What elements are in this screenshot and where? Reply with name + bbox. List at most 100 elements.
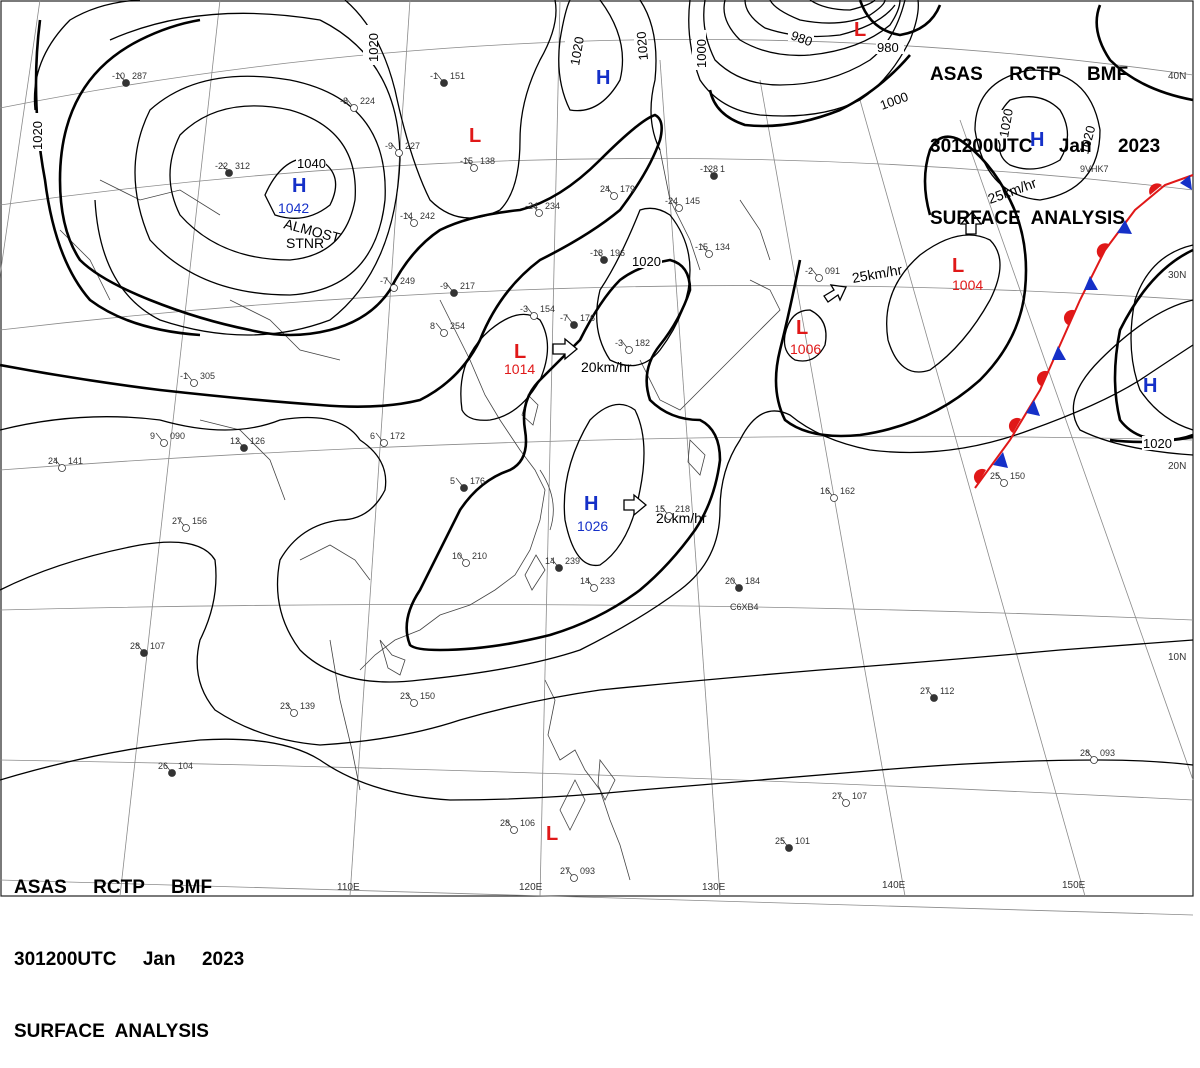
station-temperature: -14 [400,211,413,221]
station-circle-icon [58,464,66,472]
longitude-label: 120E [519,882,543,893]
header-line-3: SURFACE ANALYSIS [930,208,1125,229]
station-circle-icon [930,694,938,702]
station-temperature: 6 [370,431,375,441]
station-pressure: 176 [580,313,595,323]
graticule [0,0,1194,916]
latitude-label: 30N [1168,270,1186,281]
station-temperature: -9 [385,141,393,151]
station-circle-icon [240,444,248,452]
low-center-symbol: L [952,255,964,277]
isobar-label: 1000 [694,39,709,68]
station-plot: -18 196 [590,248,625,264]
station-circle-icon [410,219,418,227]
station-pressure: 210 [472,551,487,561]
station-circle-icon [535,209,543,217]
station-plot: 27 107 [832,791,867,807]
station-pressure: 233 [600,576,615,586]
high-center-symbol: H [584,493,598,515]
station-circle-icon [665,512,673,520]
motion-label: 20km/hr [581,359,632,375]
station-plot: 16 162 [820,486,855,502]
station-plot: -24 145 [665,196,700,212]
station-circle-icon [182,524,190,532]
station-circle-icon [1000,479,1008,487]
station-plot: 28 106 [500,818,535,834]
station-circle-icon [470,164,478,172]
latitude-label: 20N [1168,461,1186,472]
station-pressure: 249 [400,276,415,286]
station-circle-icon [440,329,448,337]
coastlines [59,149,781,881]
station-plot: 26 104 [158,761,193,777]
station-pressure: 112 [940,686,954,696]
station-temperature: -7 [380,276,388,286]
station-circle-icon [815,274,823,282]
station-pressure: 179 [620,184,635,194]
low-center-symbol: L [514,341,526,363]
ship-id: C6XB4 [730,602,759,612]
station-circle-icon [225,169,233,177]
low-center-value: 1006 [790,341,821,357]
station-temperature: 27 [832,791,842,801]
station-plot: -9 217 [440,281,475,297]
station-plot: 12 126 [230,436,265,452]
station-circle-icon [675,204,683,212]
station-temperature: 28 [1080,748,1090,758]
station-circle-icon [590,584,598,592]
station-circle-icon [842,799,850,807]
station-plot: -7 249 [380,276,415,292]
station-plot: 14 233 [580,576,615,592]
station-circle-icon [830,494,838,502]
station-plot: 27 156 [172,516,207,532]
pressure-centers: H 1042 H H H 1026 H L L L 1014 L 1006 L … [278,19,1157,845]
isobar-label: 1020 [1076,124,1098,156]
isobar-label: 1040 [297,156,326,171]
station-temperature: 14 [580,576,590,586]
station-temperature: 28 [130,641,140,651]
longitude-label: 140E [882,880,906,891]
station-temperature: -3 [520,304,528,314]
station-plot: -3 182 [615,338,650,354]
low-center-value: 1014 [504,361,535,377]
station-circle-icon [555,564,563,572]
station-temperature: 23 [280,701,290,711]
station-circle-icon [610,192,618,200]
isobar-label: 980 [877,40,899,55]
station-circle-icon [462,559,470,567]
station-temperature: 24 [600,184,610,194]
station-plot: 5 176 [450,476,485,492]
station-temperature: 25 [990,471,1000,481]
station-temperature: -128 [700,164,718,174]
latitude-label: 10N [1168,652,1186,663]
station-circle-icon [440,79,448,87]
station-temperature: 20 [725,576,735,586]
station-pressure: 218 [675,504,690,514]
station-plot: -2 091 [805,266,840,282]
station-temperature: -9 [440,281,448,291]
station-temperature: -3 [615,338,623,348]
station-temperature: -24 [525,201,538,211]
station-pressure: 101 [795,836,810,846]
station-temperature: -18 [590,248,603,258]
station-temperature: 27 [920,686,930,696]
isobar-label: 1020 [1143,436,1172,451]
station-temperature: 25 [775,836,785,846]
isobar-label: 1020 [632,254,661,269]
station-pressure: 107 [852,791,867,801]
station-pressure: 126 [250,436,265,446]
station-temperature: -8 [340,96,348,106]
isobars-thick [0,0,1194,652]
station-pressure: 145 [685,196,700,206]
station-circle-icon [530,312,538,320]
station-plot: 28 107 [130,641,165,657]
motion-arrows [552,210,983,517]
station-plot: -3 154 [520,304,555,320]
station-circle-icon [380,439,388,447]
station-pressure: 254 [450,321,465,331]
station-circle-icon [122,79,130,87]
station-temperature: -15 [695,242,708,252]
station-circle-icon [705,250,713,258]
station-pressure: 141 [68,456,83,466]
